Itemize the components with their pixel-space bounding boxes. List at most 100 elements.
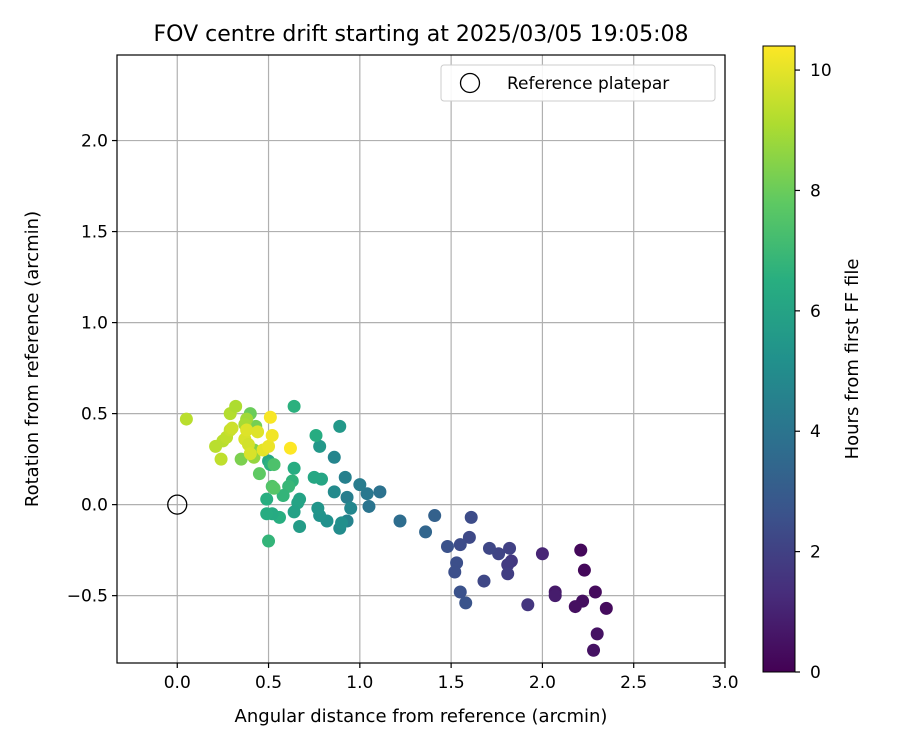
data-point bbox=[340, 490, 354, 504]
data-point bbox=[333, 419, 347, 433]
data-point bbox=[588, 585, 602, 599]
data-point bbox=[252, 467, 266, 481]
legend-box bbox=[440, 64, 716, 102]
plot-frame bbox=[116, 54, 726, 664]
data-point bbox=[229, 399, 243, 413]
x-tick-label: 0.0 bbox=[164, 673, 191, 693]
data-point bbox=[587, 643, 601, 657]
data-point bbox=[360, 487, 374, 501]
grid-lines bbox=[117, 55, 726, 663]
data-point bbox=[459, 596, 473, 610]
y-tick-label: 2.0 bbox=[81, 132, 108, 152]
data-point bbox=[393, 514, 407, 528]
x-axis-label: Angular distance from reference (arcmin) bbox=[235, 706, 608, 727]
data-point bbox=[260, 492, 274, 506]
data-point bbox=[338, 470, 352, 484]
data-point bbox=[548, 589, 562, 603]
data-point bbox=[267, 458, 281, 472]
data-point bbox=[287, 399, 301, 413]
data-point bbox=[464, 510, 478, 524]
y-axis-ticks: −0.5 0.0 0.5 1.0 1.5 2.0 bbox=[67, 132, 117, 607]
y-tick-label: 1.5 bbox=[81, 223, 108, 243]
data-point bbox=[327, 485, 341, 499]
colorbar-label: Hours from first FF file bbox=[842, 259, 863, 460]
data-point bbox=[577, 563, 591, 577]
reference-platepar-marker bbox=[167, 494, 188, 515]
data-point bbox=[477, 574, 491, 588]
data-point bbox=[276, 489, 290, 503]
colorbar: 0 2 4 6 8 10 Hours from first FF file bbox=[762, 45, 863, 683]
data-point bbox=[574, 543, 588, 557]
data-point bbox=[214, 452, 228, 466]
data-point bbox=[313, 439, 327, 453]
colorbar-ticks: 0 2 4 6 8 10 bbox=[795, 61, 832, 683]
data-point bbox=[362, 499, 376, 513]
data-point bbox=[262, 534, 276, 548]
y-tick-label: 0.0 bbox=[81, 496, 108, 516]
data-point bbox=[311, 501, 325, 515]
data-point bbox=[209, 439, 223, 453]
data-point bbox=[501, 558, 515, 572]
colorbar-tick-label: 10 bbox=[810, 61, 832, 81]
chart-title: FOV centre drift starting at 2025/03/05 … bbox=[154, 22, 689, 47]
data-point bbox=[568, 600, 582, 614]
x-tick-label: 0.5 bbox=[255, 673, 282, 693]
data-point bbox=[535, 547, 549, 561]
data-point bbox=[353, 478, 367, 492]
data-point bbox=[428, 509, 442, 523]
reference-point bbox=[167, 494, 188, 515]
legend-marker-icon bbox=[459, 72, 481, 94]
colorbar-tick-label: 2 bbox=[810, 543, 821, 563]
data-point bbox=[521, 598, 535, 612]
data-point bbox=[440, 539, 454, 553]
data-point bbox=[267, 481, 281, 495]
data-point bbox=[243, 447, 257, 461]
y-tick-label: −0.5 bbox=[67, 587, 108, 607]
data-points bbox=[179, 399, 613, 657]
colorbar-tick-label: 8 bbox=[810, 181, 821, 201]
data-point bbox=[453, 585, 467, 599]
legend-entry-label: Reference platepar bbox=[507, 74, 669, 94]
data-point bbox=[287, 505, 301, 519]
data-point bbox=[419, 525, 433, 539]
data-point bbox=[309, 428, 323, 442]
data-point bbox=[263, 410, 277, 424]
data-point bbox=[503, 541, 517, 555]
data-point bbox=[293, 519, 307, 533]
y-tick-label: 0.5 bbox=[81, 405, 108, 425]
data-point bbox=[453, 538, 467, 552]
data-point bbox=[307, 470, 321, 484]
data-point bbox=[225, 421, 239, 435]
colorbar-tick-label: 6 bbox=[810, 302, 821, 322]
data-point bbox=[501, 567, 515, 581]
data-point bbox=[240, 423, 254, 437]
data-point bbox=[262, 439, 276, 453]
y-axis-label: Rotation from reference (arcmin) bbox=[22, 211, 43, 507]
data-point bbox=[462, 530, 476, 544]
x-axis-ticks: 0.0 0.5 1.0 1.5 2.0 2.5 3.0 bbox=[164, 663, 739, 693]
x-tick-label: 1.5 bbox=[438, 673, 465, 693]
data-point bbox=[265, 428, 279, 442]
data-point bbox=[327, 450, 341, 464]
data-point bbox=[335, 516, 349, 530]
data-point bbox=[179, 412, 193, 426]
data-point bbox=[344, 501, 358, 515]
colorbar-gradient bbox=[762, 45, 796, 673]
x-tick-label: 2.0 bbox=[529, 673, 556, 693]
data-point bbox=[283, 441, 297, 455]
x-tick-label: 2.5 bbox=[620, 673, 647, 693]
data-point bbox=[373, 485, 387, 499]
data-point bbox=[599, 601, 613, 615]
data-point bbox=[590, 627, 604, 641]
x-tick-label: 3.0 bbox=[711, 673, 738, 693]
data-point bbox=[482, 541, 496, 555]
legend: Reference platepar bbox=[440, 64, 716, 102]
colorbar-tick-label: 0 bbox=[810, 663, 821, 683]
data-point bbox=[448, 565, 462, 579]
data-point bbox=[251, 425, 265, 439]
colorbar-tick-label: 4 bbox=[810, 422, 821, 442]
x-tick-label: 1.0 bbox=[346, 673, 373, 693]
data-point bbox=[260, 507, 274, 521]
y-tick-label: 1.0 bbox=[81, 314, 108, 334]
